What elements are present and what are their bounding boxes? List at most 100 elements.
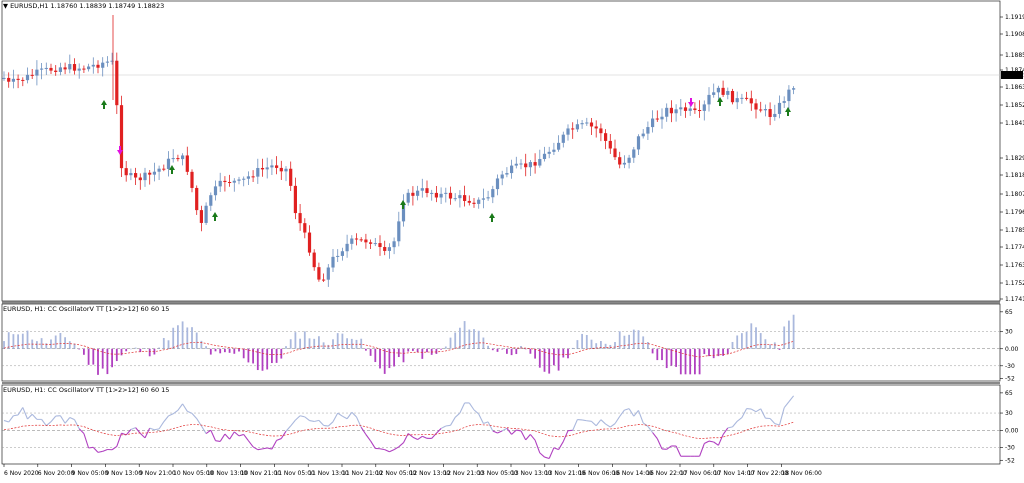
histogram-bar xyxy=(473,329,475,349)
histogram-bar xyxy=(520,346,522,349)
candle xyxy=(397,221,400,241)
main-pane xyxy=(2,1,1000,301)
candle xyxy=(350,239,353,244)
candle xyxy=(21,80,24,81)
histogram-bar xyxy=(280,349,282,359)
candle xyxy=(787,90,790,101)
candle xyxy=(393,241,396,247)
histogram-bar xyxy=(586,335,588,349)
candle xyxy=(317,267,320,279)
candle xyxy=(773,114,776,117)
time-label: 9 Nov 21:00 xyxy=(139,470,176,477)
oscillator-line xyxy=(239,434,244,435)
oscillator-line xyxy=(65,417,70,423)
histogram-bar xyxy=(304,331,306,348)
histogram-bar xyxy=(186,327,188,348)
candle xyxy=(740,98,743,99)
price-label: 1.19190 xyxy=(1005,14,1024,21)
histogram-bar xyxy=(219,349,221,354)
oscillator-line xyxy=(98,451,103,452)
candle xyxy=(64,67,67,69)
histogram-bar xyxy=(83,349,85,355)
oscillator-line xyxy=(79,429,84,434)
oscillator-line xyxy=(545,457,550,458)
time-label: 6 Nov 20:00 xyxy=(38,470,75,477)
oscillator-line xyxy=(225,434,230,439)
candle xyxy=(548,152,551,154)
histogram-bar xyxy=(3,341,5,349)
candle xyxy=(205,206,208,223)
oscillator-line xyxy=(446,425,451,426)
oscillator-line xyxy=(451,417,456,425)
histogram-bar xyxy=(389,349,391,368)
histogram-bar xyxy=(158,348,160,349)
histogram-bar xyxy=(656,349,658,360)
oscillator-line xyxy=(258,449,263,450)
histogram-bar xyxy=(703,349,705,354)
oscillator-line xyxy=(413,437,418,439)
candle xyxy=(228,182,231,183)
oscillator-line xyxy=(751,409,756,412)
oscillator-line xyxy=(526,434,531,439)
candle xyxy=(233,181,236,183)
histogram-bar xyxy=(661,349,663,360)
histogram-bar xyxy=(577,340,579,349)
histogram-bar xyxy=(69,341,71,349)
candle xyxy=(515,164,518,166)
candle xyxy=(242,179,245,180)
histogram-bar xyxy=(642,336,644,348)
histogram-bar xyxy=(492,349,494,350)
histogram-bar xyxy=(628,335,630,349)
histogram-bar xyxy=(111,349,113,367)
histogram-bar xyxy=(614,342,616,349)
histogram-bar xyxy=(736,335,738,348)
candle xyxy=(383,247,386,251)
candle xyxy=(54,71,57,72)
candle xyxy=(783,101,786,103)
candle xyxy=(693,108,696,110)
histogram-bar xyxy=(783,326,785,348)
histogram-bar xyxy=(332,339,334,348)
osc-axis-label: 0.00 xyxy=(1005,427,1019,434)
histogram-bar xyxy=(224,349,226,352)
histogram-bar xyxy=(262,349,264,371)
oscillator-line xyxy=(89,447,94,448)
histogram-bar xyxy=(699,349,701,375)
candle xyxy=(181,155,184,159)
histogram-bar xyxy=(713,349,715,358)
price-label: 1.17960 xyxy=(1005,209,1024,216)
histogram-bar xyxy=(741,333,743,349)
osc-axis-label: 30 xyxy=(1005,329,1013,336)
candle xyxy=(247,176,250,178)
candle xyxy=(96,65,99,68)
oscillator-line xyxy=(460,403,465,413)
candle xyxy=(646,127,649,134)
histogram-bar xyxy=(27,331,29,349)
candle xyxy=(750,98,753,103)
candle xyxy=(256,168,259,177)
oscillator-line xyxy=(770,419,775,424)
candle xyxy=(477,200,480,204)
candle xyxy=(458,195,461,198)
candle xyxy=(313,253,316,268)
candle xyxy=(604,133,607,141)
price-label: 1.18185 xyxy=(1005,172,1024,179)
histogram-bar xyxy=(567,349,569,359)
candle xyxy=(632,149,635,157)
histogram-bar xyxy=(407,349,409,352)
candle xyxy=(26,75,29,80)
oscillator-line xyxy=(295,416,300,420)
histogram-bar xyxy=(36,341,38,349)
histogram-bar xyxy=(779,349,781,350)
time-label: 18 Nov 06:00 xyxy=(781,470,821,477)
histogram-bar xyxy=(299,339,301,349)
candle xyxy=(519,164,522,165)
candle xyxy=(346,244,349,251)
oscillator-line xyxy=(28,414,33,419)
histogram-bar xyxy=(64,337,66,349)
candle xyxy=(571,128,574,129)
oscillator-line xyxy=(474,410,479,414)
candle xyxy=(769,109,772,117)
